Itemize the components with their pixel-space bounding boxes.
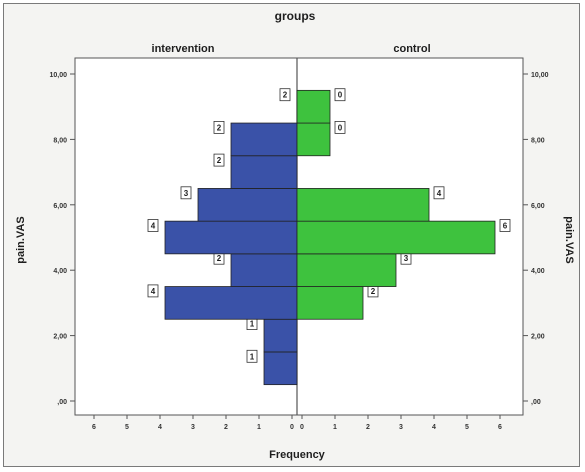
data-label-intervention: 3 — [184, 189, 189, 198]
bar-intervention — [164, 220, 298, 255]
x-tick-label-left: 2 — [224, 424, 228, 431]
x-tick-label-left: 6 — [92, 424, 96, 431]
data-label-control: 2 — [371, 287, 376, 296]
data-label-box-control — [334, 121, 346, 134]
data-label-intervention: 1 — [250, 320, 255, 329]
data-label-intervention: 2 — [217, 123, 222, 132]
bar-control — [296, 220, 496, 255]
data-label-box-intervention — [246, 349, 258, 363]
data-label-control: 0 — [338, 91, 343, 100]
bar-intervention — [230, 122, 298, 157]
data-label-control: 6 — [503, 222, 508, 231]
x-tick-label-left: 0 — [290, 424, 294, 431]
y-tick-label-left: 10,00 — [49, 72, 67, 79]
panel-label-intervention: intervention — [152, 43, 215, 55]
y-tick-label-right: 4,00 — [531, 268, 545, 275]
data-label-box-intervention — [147, 219, 159, 232]
bar-control — [296, 122, 331, 157]
bar-intervention — [263, 351, 298, 386]
data-label-intervention: 1 — [250, 352, 255, 361]
data-label-intervention: 2 — [217, 254, 222, 263]
y-tick-label-left: ,00 — [57, 399, 67, 406]
data-label-box-intervention — [213, 121, 225, 134]
data-label-control: 3 — [404, 254, 409, 263]
x-tick-label-right: 1 — [333, 424, 337, 431]
data-label-control: 4 — [437, 189, 442, 198]
y-tick-label-left: 4,00 — [53, 268, 67, 275]
bar-control — [296, 188, 430, 222]
data-label-intervention: 4 — [151, 222, 156, 231]
x-tick-label-left: 1 — [257, 424, 261, 431]
data-label-intervention: 4 — [151, 287, 156, 296]
x-tick-label-left: 3 — [191, 424, 195, 431]
x-axis-title: Frequency — [269, 449, 326, 461]
y-axis-title-left: pain.VAS — [15, 216, 27, 263]
data-label-box-control — [334, 88, 346, 102]
y-tick-label-right: 6,00 — [531, 203, 545, 210]
y-tick-label-left: 2,00 — [53, 334, 67, 341]
data-label-intervention: 2 — [283, 91, 288, 100]
chart-title: groups — [275, 9, 316, 23]
y-tick-label-right: 8,00 — [531, 137, 545, 144]
bar-intervention — [197, 188, 298, 222]
x-tick-label-right: 3 — [399, 424, 403, 431]
data-label-control: 0 — [338, 123, 343, 132]
data-label-box-intervention — [279, 88, 291, 102]
bar-intervention — [230, 155, 298, 189]
data-label-intervention: 2 — [217, 156, 222, 165]
x-tick-label-left: 4 — [158, 424, 162, 431]
data-label-box-control — [433, 186, 445, 200]
bar-control — [296, 253, 397, 287]
bar-intervention — [164, 286, 298, 320]
x-tick-label-right: 6 — [498, 424, 502, 431]
x-tick-label-right: 4 — [432, 424, 436, 431]
x-tick-label-right: 2 — [366, 424, 370, 431]
x-tick-label-right: 5 — [465, 424, 469, 431]
bar-control — [296, 286, 364, 320]
data-label-box-intervention — [180, 186, 192, 200]
data-label-box-intervention — [213, 153, 225, 167]
bar-intervention — [263, 318, 298, 353]
bar-control — [296, 89, 331, 124]
y-tick-label-right: 10,00 — [531, 72, 549, 79]
y-tick-label-left: 6,00 — [53, 203, 67, 210]
bar-intervention — [230, 253, 298, 287]
panel-label-control: control — [393, 43, 430, 55]
plot-area: 10,00 10,008,00 8,006,00 6,004,00 4,002,00 2,… — [49, 57, 549, 431]
data-label-box-control — [499, 219, 511, 232]
y-tick-label-left: 8,00 — [53, 137, 67, 144]
x-tick-label-left: 5 — [125, 424, 129, 431]
data-label-box-intervention — [147, 284, 159, 298]
y-tick-label-right: ,00 — [531, 399, 541, 406]
y-tick-label-right: 2,00 — [531, 334, 545, 341]
x-tick-label-right: 0 — [300, 424, 304, 431]
y-axis-title-right: pain.VAS — [563, 216, 575, 263]
